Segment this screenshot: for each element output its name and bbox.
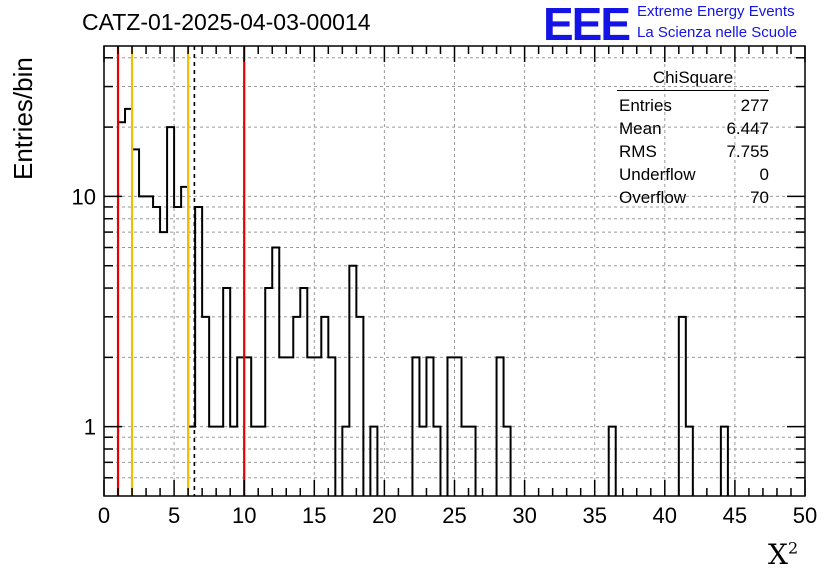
stats-value: 70	[750, 188, 769, 207]
axes: 0 5 10 15 20 25 30 35 40 45 50 1 10	[72, 45, 817, 528]
x-tick-label: 0	[98, 503, 110, 528]
x-axis-label-text: X	[768, 538, 788, 571]
histogram-outline	[117, 107, 729, 496]
stats-value: 7.755	[726, 142, 769, 161]
x-tick-label: 20	[372, 503, 396, 528]
y-tick-label: 1	[84, 415, 96, 440]
histogram	[117, 107, 729, 496]
stats-row-rms: RMS 7.755	[611, 142, 777, 165]
x-tick-label: 45	[723, 503, 747, 528]
y-axis-label: Entries/bin	[8, 57, 38, 180]
x-tick-label: 5	[168, 503, 180, 528]
stats-label: Underflow	[619, 165, 696, 184]
x-tick-label: 10	[232, 503, 256, 528]
chart-title: CATZ-01-2025-04-03-00014	[82, 9, 371, 35]
stats-label: Overflow	[619, 188, 687, 207]
stats-value: 6.447	[726, 119, 769, 138]
x-tick-label: 15	[302, 503, 326, 528]
stats-label: RMS	[619, 142, 657, 161]
x-tick-label: 30	[512, 503, 536, 528]
stats-row-overflow: Overflow 70	[611, 188, 777, 211]
x-axis-label-superscript: 2	[787, 538, 799, 558]
stats-value: 277	[740, 96, 769, 115]
y-tick-label: 10	[72, 184, 96, 209]
stats-value: 0	[759, 165, 769, 184]
stats-row-entries: Entries 277	[611, 96, 777, 119]
logo-line-1: Extreme Energy Events	[637, 3, 795, 20]
x-tick-label: 40	[653, 503, 677, 528]
stats-label: Entries	[619, 96, 672, 115]
logo-line-2: La Scienza nelle Scuole	[637, 24, 798, 41]
stats-label: Mean	[619, 119, 662, 138]
stats-row-underflow: Underflow 0	[611, 165, 777, 188]
x-tick-label: 35	[582, 503, 606, 528]
reference-lines	[116, 46, 246, 496]
stats-box: ChiSquare Entries 277 Mean 6.447 RMS 7.755 …	[611, 68, 777, 211]
eee-logo: EEE	[543, 0, 631, 50]
stats-row-mean: Mean 6.447	[611, 119, 777, 142]
x-tick-label: 50	[793, 503, 817, 528]
stats-box-title: ChiSquare	[617, 68, 769, 91]
x-tick-label: 25	[442, 503, 466, 528]
x-axis-label: X2	[768, 538, 798, 571]
